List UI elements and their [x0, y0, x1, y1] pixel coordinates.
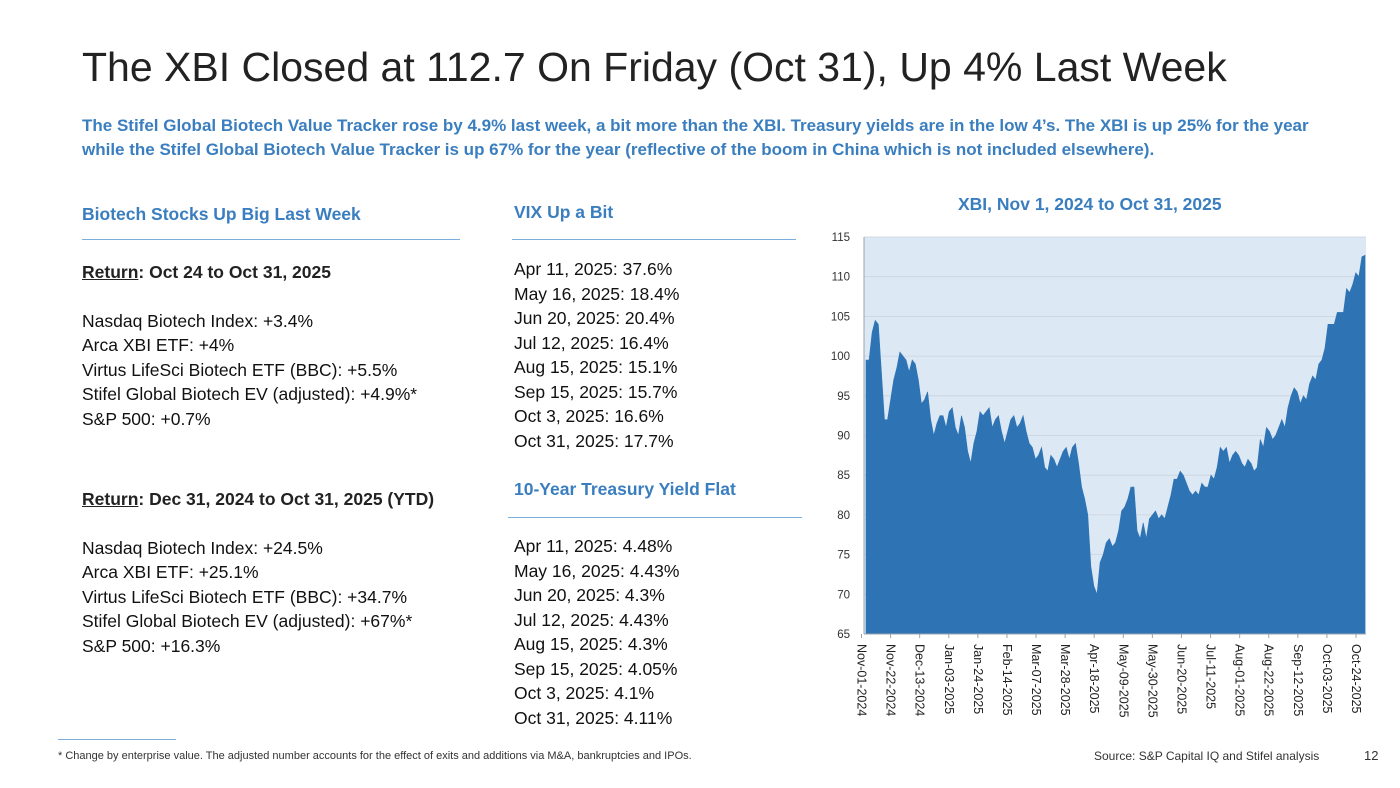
footnote-rule: [58, 739, 176, 740]
chart-title: XBI, Nov 1, 2024 to Oct 31, 2025: [958, 194, 1222, 214]
treasury-line: Sep 15, 2025: 4.05%: [514, 658, 678, 679]
y-tick-label: 95: [837, 391, 850, 403]
y-tick-label: 105: [831, 311, 850, 323]
x-tick-label: Apr-18-2025: [1087, 644, 1101, 714]
x-tick-label: Feb-14-2025: [1000, 644, 1014, 716]
y-tick-label: 115: [832, 232, 850, 244]
page-subtitle: The Stifel Global Biotech Value Tracker …: [82, 116, 1309, 159]
treasury-line: Jun 20, 2025: 4.3%: [514, 585, 665, 605]
page-number: 12: [1364, 748, 1379, 763]
treasury-heading-rule: [508, 517, 802, 518]
treasury-line: Oct 31, 2025: 4.11%: [514, 707, 673, 728]
page-title: The XBI Closed at 112.7 On Friday (Oct 3…: [82, 44, 1227, 90]
weekly-return-line: S&P 500: +0.7%: [82, 408, 211, 429]
weekly-return-line: Stifel Global Biotech EV (adjusted): +4.…: [82, 384, 418, 404]
vix-line: May 16, 2025: 18.4%: [514, 283, 680, 304]
ytd-return-line: Stifel Global Biotech EV (adjusted): +67…: [82, 611, 413, 631]
treasury-line: Oct 3, 2025: 4.1%: [514, 683, 655, 703]
ytd-return-line: Virtus LifeSci Biotech ETF (BBC): +34.7%: [82, 586, 408, 607]
y-tick-label: 110: [832, 272, 850, 284]
xbi-area-chart: 65 70 75 80 85 90 95 100 105 110 115 Nov-01-2024 Nov…: [831, 232, 1366, 718]
ytd-return-line: Nasdaq Biotech Index: +24.5%: [82, 537, 323, 558]
left-heading-rule: [82, 239, 460, 240]
x-tick-label: Jan-03-2025: [942, 644, 956, 714]
x-tick-label: Sep-12-2025: [1291, 644, 1305, 716]
weekly-return-label: Return: Oct 24 to Oct 31, 2025: [82, 262, 331, 282]
ytd-return-line: S&P 500: +16.3%: [82, 635, 221, 656]
vix-line: Oct 3, 2025: 16.6%: [514, 406, 664, 426]
xbi-area-series: [865, 254, 1366, 635]
x-tick-label: Dec-13-2024: [913, 644, 927, 716]
x-tick-label: Aug-01-2025: [1233, 644, 1247, 716]
ytd-return-block: Return: Dec 31, 2024 to Oct 31, 2025 (YT…: [82, 487, 434, 658]
vix-line: Apr 11, 2025: 37.6%: [514, 259, 673, 279]
vix-line: Jul 12, 2025: 16.4%: [514, 332, 669, 353]
treasury-heading: 10-Year Treasury Yield Flat: [514, 479, 736, 499]
y-tick-label: 100: [831, 351, 850, 363]
y-tick-label: 80: [837, 510, 850, 522]
y-tick-label: 90: [837, 431, 850, 443]
weekly-return-line: Arca XBI ETF: +4%: [82, 335, 235, 355]
y-tick-label: 85: [837, 470, 850, 482]
x-tick-label: Jul-11-2025: [1204, 644, 1218, 709]
treasury-line: Apr 11, 2025: 4.48%: [514, 536, 673, 556]
treasury-line: Aug 15, 2025: 4.3%: [514, 634, 668, 654]
x-tick-label: Aug-22-2025: [1262, 644, 1276, 716]
vix-line: Sep 15, 2025: 15.7%: [514, 381, 678, 402]
x-tick-label: Mar-28-2025: [1058, 644, 1072, 716]
x-tick-label: May-30-2025: [1145, 644, 1159, 718]
footnote: * Change by enterprise value. The adjust…: [58, 750, 692, 762]
vix-line: Jun 20, 2025: 20.4%: [514, 308, 675, 328]
treasury-line: May 16, 2025: 4.43%: [514, 560, 680, 581]
weekly-return-block: Return: Oct 24 to Oct 31, 2025 Nasdaq Bi…: [82, 260, 417, 431]
x-tick-label: Jun-20-2025: [1174, 644, 1188, 714]
y-tick-label: 65: [837, 629, 850, 641]
weekly-return-line: Virtus LifeSci Biotech ETF (BBC): +5.5%: [82, 359, 398, 380]
ytd-return-line: Arca XBI ETF: +25.1%: [82, 562, 259, 582]
vix-list: Apr 11, 2025: 37.6% May 16, 2025: 18.4% …: [514, 257, 679, 453]
y-tick-label: 70: [837, 589, 850, 601]
x-tick-label: Jan-24-2025: [971, 644, 985, 714]
x-tick-label: Oct-24-2025: [1349, 644, 1363, 714]
weekly-return-line: Nasdaq Biotech Index: +3.4%: [82, 310, 314, 331]
ytd-return-label: Return: Dec 31, 2024 to Oct 31, 2025 (YT…: [82, 489, 435, 509]
x-tick-label: Nov-01-2024: [855, 644, 869, 716]
y-tick-label: 75: [837, 550, 850, 562]
vix-line: Oct 31, 2025: 17.7%: [514, 430, 674, 451]
treasury-list: Apr 11, 2025: 4.48% May 16, 2025: 4.43% …: [514, 534, 679, 730]
x-tick-label: Oct-03-2025: [1320, 644, 1334, 714]
x-tick-label: May-09-2025: [1116, 644, 1130, 718]
vix-heading: VIX Up a Bit: [514, 202, 614, 222]
x-tick-label: Mar-07-2025: [1029, 644, 1043, 716]
source-note: Source: S&P Capital IQ and Stifel analys…: [1094, 749, 1320, 763]
treasury-line: Jul 12, 2025: 4.43%: [514, 609, 669, 630]
vix-line: Aug 15, 2025: 15.1%: [514, 357, 678, 377]
biotech-stocks-heading: Biotech Stocks Up Big Last Week: [82, 204, 361, 224]
x-tick-label: Nov-22-2024: [884, 644, 898, 716]
vix-heading-rule: [512, 239, 796, 240]
